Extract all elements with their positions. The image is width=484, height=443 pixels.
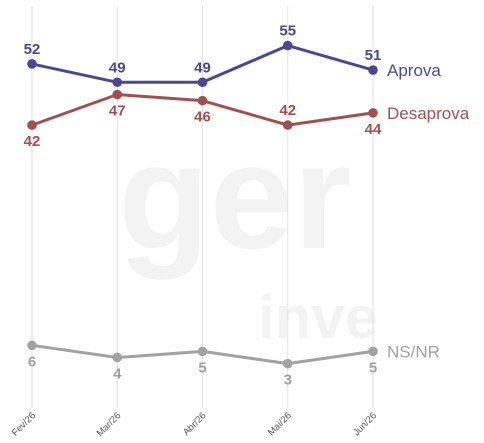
data-label: 44: [365, 121, 382, 138]
data-label: 46: [194, 109, 211, 126]
data-point: [197, 77, 208, 88]
data-label: 49: [109, 59, 126, 76]
data-point: [368, 108, 378, 118]
x-axis-ticks: Fev/26 Mar/26 Abr/26 Mai/26 Jun/26: [10, 410, 379, 439]
data-label: 5: [369, 359, 377, 376]
data-point: [368, 346, 378, 357]
data-label: 55: [279, 23, 296, 40]
data-point: [112, 352, 123, 363]
series-name-label: Desaprova: [387, 104, 470, 123]
data-label: 49: [194, 59, 211, 76]
data-label: 3: [284, 372, 292, 389]
svg-text:inve: inve: [258, 284, 378, 351]
data-point: [27, 59, 37, 69]
data-label: 42: [24, 133, 41, 150]
data-point: [368, 65, 378, 75]
series-name-label: Aprova: [387, 61, 441, 80]
series-name-label: NS/NR: [387, 342, 440, 361]
data-labels: 52 49 49 55 51 Aprova 42 47 46 42 44 Desaprova 6 4 5 3 5…: [24, 23, 470, 389]
data-point: [27, 120, 37, 130]
x-tick-label: Mar/26: [95, 410, 124, 439]
data-label: 42: [279, 102, 296, 119]
data-point: [282, 358, 293, 369]
data-label: 6: [28, 353, 36, 370]
data-label: 47: [109, 103, 126, 120]
data-point: [197, 346, 208, 357]
data-label: 52: [24, 41, 41, 58]
x-tick-label: Abr/26: [181, 410, 209, 438]
watermark: ger inve: [118, 112, 378, 351]
data-point: [282, 40, 293, 51]
x-tick-label: Jun/26: [351, 410, 379, 438]
x-tick-label: Mai/26: [266, 410, 294, 438]
data-label: 5: [198, 359, 206, 376]
data-point: [112, 77, 123, 88]
series-group: [27, 40, 378, 369]
data-point: [197, 95, 208, 106]
data-point: [282, 120, 293, 130]
data-point: [27, 340, 37, 351]
data-label: 4: [113, 366, 122, 383]
svg-text:ger: ger: [118, 112, 351, 280]
x-tick-label: Fev/26: [10, 410, 38, 438]
data-label: 51: [365, 47, 382, 64]
data-point: [112, 89, 123, 100]
